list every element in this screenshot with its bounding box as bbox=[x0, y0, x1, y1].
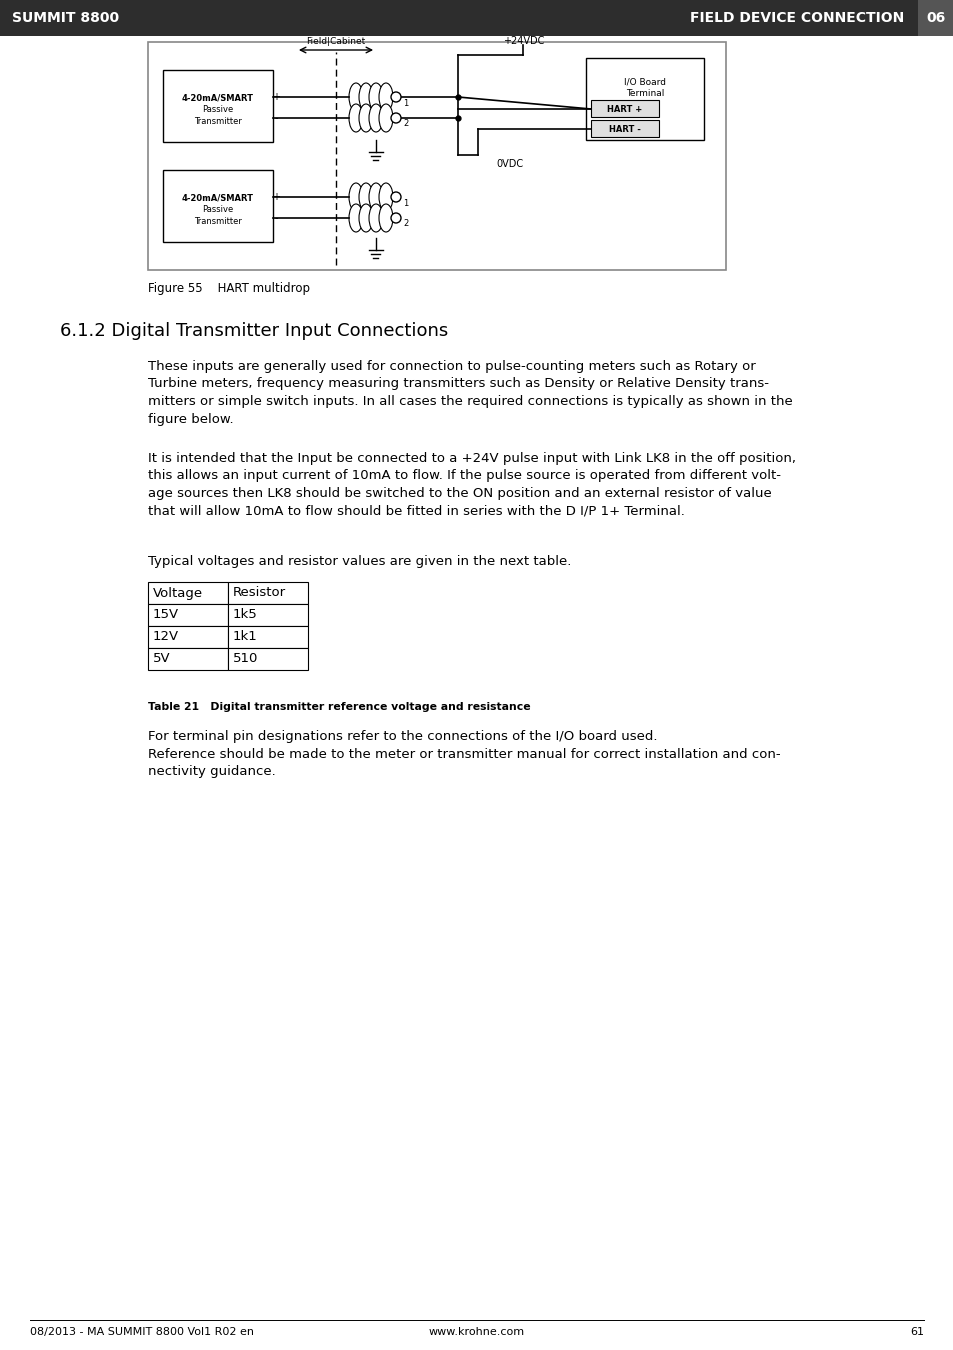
Bar bbox=[228, 626, 308, 648]
Circle shape bbox=[391, 213, 400, 223]
Text: Resistor: Resistor bbox=[233, 586, 286, 599]
Circle shape bbox=[391, 113, 400, 123]
Text: I/O Board: I/O Board bbox=[623, 77, 665, 86]
Bar bbox=[590, 100, 659, 117]
Bar bbox=[585, 58, 703, 140]
Text: 61: 61 bbox=[909, 1327, 923, 1336]
Ellipse shape bbox=[349, 204, 363, 232]
Text: 0VDC: 0VDC bbox=[496, 159, 522, 169]
Text: These inputs are generally used for connection to pulse-counting meters such as : These inputs are generally used for conn… bbox=[148, 360, 792, 425]
Text: 510: 510 bbox=[233, 652, 258, 666]
Ellipse shape bbox=[358, 104, 373, 132]
Text: Voltage: Voltage bbox=[152, 586, 203, 599]
Text: 4-20mA/SMART: 4-20mA/SMART bbox=[182, 193, 253, 202]
Ellipse shape bbox=[358, 204, 373, 232]
Text: SUMMIT 8800: SUMMIT 8800 bbox=[12, 11, 119, 26]
Bar bbox=[148, 648, 228, 670]
Text: 2: 2 bbox=[402, 120, 408, 128]
Text: Passive: Passive bbox=[202, 205, 233, 215]
Ellipse shape bbox=[369, 184, 382, 211]
Ellipse shape bbox=[378, 82, 393, 111]
Ellipse shape bbox=[358, 184, 373, 211]
Text: 5V: 5V bbox=[152, 652, 171, 666]
Bar bbox=[228, 603, 308, 626]
Text: 15V: 15V bbox=[152, 609, 179, 621]
Text: It is intended that the Input be connected to a +24V pulse input with Link LK8 i: It is intended that the Input be connect… bbox=[148, 452, 795, 517]
Text: For terminal pin designations refer to the connections of the I/O board used.
Re: For terminal pin designations refer to t… bbox=[148, 730, 780, 778]
Text: Figure 55    HART multidrop: Figure 55 HART multidrop bbox=[148, 282, 310, 296]
Bar bbox=[0, 0, 953, 36]
Text: 2: 2 bbox=[402, 220, 408, 228]
Bar bbox=[148, 626, 228, 648]
Ellipse shape bbox=[378, 104, 393, 132]
Text: HART -: HART - bbox=[608, 124, 640, 134]
Text: -: - bbox=[274, 213, 277, 223]
Text: -: - bbox=[274, 113, 277, 123]
Text: Typical voltages and resistor values are given in the next table.: Typical voltages and resistor values are… bbox=[148, 555, 571, 568]
Text: 06: 06 bbox=[925, 11, 944, 26]
Text: Terminal: Terminal bbox=[625, 89, 663, 99]
Bar bbox=[148, 42, 725, 270]
Text: 12V: 12V bbox=[152, 630, 179, 644]
Text: Table 21   Digital transmitter reference voltage and resistance: Table 21 Digital transmitter reference v… bbox=[148, 702, 530, 711]
Bar bbox=[163, 70, 273, 142]
Ellipse shape bbox=[349, 104, 363, 132]
Ellipse shape bbox=[358, 82, 373, 111]
Bar bbox=[148, 582, 228, 603]
Ellipse shape bbox=[369, 104, 382, 132]
Text: +: + bbox=[272, 192, 280, 202]
Bar bbox=[148, 603, 228, 626]
Text: 1: 1 bbox=[402, 99, 408, 108]
Text: Passive: Passive bbox=[202, 105, 233, 115]
Circle shape bbox=[391, 192, 400, 202]
Text: Transmitter: Transmitter bbox=[193, 216, 242, 225]
Text: 1: 1 bbox=[402, 198, 408, 208]
Bar bbox=[228, 648, 308, 670]
Text: www.krohne.com: www.krohne.com bbox=[429, 1327, 524, 1336]
Ellipse shape bbox=[378, 184, 393, 211]
Text: 1k5: 1k5 bbox=[233, 609, 257, 621]
Bar bbox=[228, 582, 308, 603]
Text: 1k1: 1k1 bbox=[233, 630, 257, 644]
Text: 4-20mA/SMART: 4-20mA/SMART bbox=[182, 93, 253, 103]
Ellipse shape bbox=[369, 204, 382, 232]
Text: Transmitter: Transmitter bbox=[193, 116, 242, 126]
Text: +: + bbox=[272, 92, 280, 103]
Ellipse shape bbox=[369, 82, 382, 111]
Text: 6.1.2 Digital Transmitter Input Connections: 6.1.2 Digital Transmitter Input Connecti… bbox=[60, 323, 448, 340]
Text: Field|Cabinet: Field|Cabinet bbox=[306, 36, 365, 46]
Ellipse shape bbox=[378, 204, 393, 232]
Bar bbox=[590, 120, 659, 136]
Text: +24VDC: +24VDC bbox=[502, 36, 544, 46]
Text: FIELD DEVICE CONNECTION: FIELD DEVICE CONNECTION bbox=[689, 11, 903, 26]
Text: HART +: HART + bbox=[607, 104, 642, 113]
Ellipse shape bbox=[349, 82, 363, 111]
Bar bbox=[163, 170, 273, 242]
Ellipse shape bbox=[349, 184, 363, 211]
Text: 08/2013 - MA SUMMIT 8800 Vol1 R02 en: 08/2013 - MA SUMMIT 8800 Vol1 R02 en bbox=[30, 1327, 253, 1336]
Circle shape bbox=[391, 92, 400, 103]
Bar bbox=[917, 0, 953, 36]
